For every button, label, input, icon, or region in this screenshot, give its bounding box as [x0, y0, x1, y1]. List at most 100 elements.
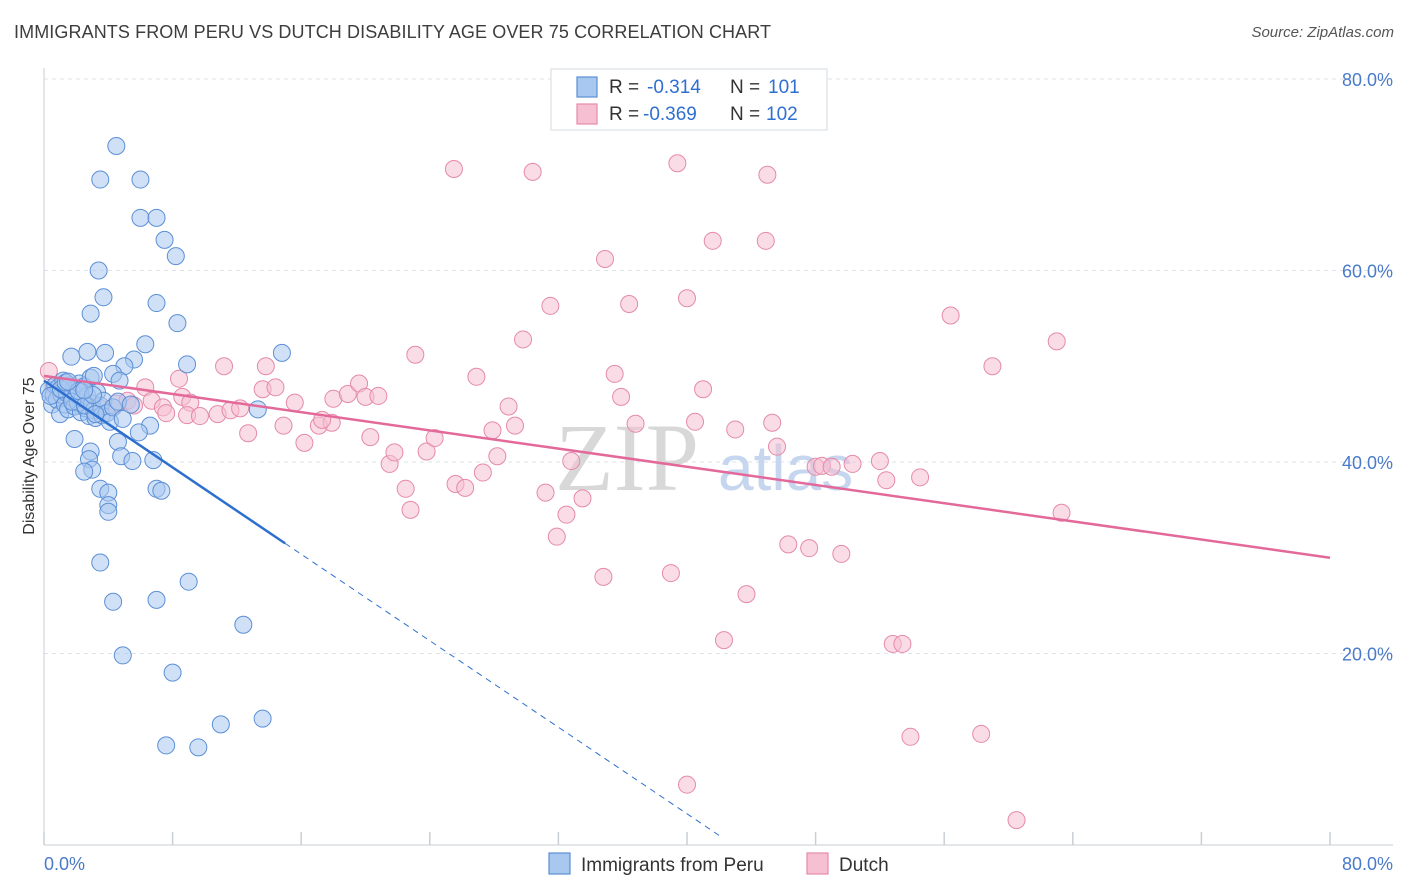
dutch-point [596, 250, 615, 269]
legend-r-value-peru: -0.314 [647, 77, 701, 98]
bottom-legend-label-peru: Immigrants from Peru [581, 855, 764, 876]
y-tick-label: 40.0% [1342, 453, 1393, 473]
chart-source: Source: ZipAtlas.com [1251, 24, 1394, 41]
peru-point [113, 646, 132, 665]
peru-point [147, 208, 166, 227]
dutch-point [678, 775, 696, 794]
peru-point [129, 423, 148, 442]
peru-point [96, 343, 115, 362]
dutch-point [911, 468, 930, 487]
y-tick-label: 60.0% [1342, 262, 1393, 282]
dutch-point [972, 724, 991, 743]
dutch-point [768, 437, 787, 456]
dutch-point [396, 479, 415, 498]
dutch-point [488, 447, 507, 466]
dutch-point [473, 463, 492, 482]
y-tick-label: 80.0% [1342, 70, 1393, 90]
dutch-point [157, 404, 176, 423]
y-tick-label: 20.0% [1342, 645, 1393, 665]
dutch-point [870, 452, 889, 471]
dutch-point [668, 154, 687, 173]
peru-point [75, 381, 94, 400]
peru-point [131, 208, 150, 227]
dutch-point [338, 385, 357, 404]
legend-n-label-dutch: N = [730, 104, 760, 125]
peru-point [99, 502, 118, 521]
bottom-legend-swatch-dutch [806, 852, 829, 875]
dutch-point [661, 564, 680, 583]
peru-point [113, 409, 132, 428]
bottom-legend-swatch-peru [548, 852, 571, 875]
dutch-point [295, 433, 314, 452]
peru-point [168, 314, 187, 333]
dutch-point [800, 539, 819, 558]
peru-point [155, 230, 174, 249]
dutch-point [266, 378, 285, 397]
dutch-point [1007, 811, 1026, 830]
y-axis-title: Disability Age Over 75 [21, 377, 38, 535]
peru-points [39, 137, 291, 757]
dutch-point [562, 452, 581, 471]
dutch-point [285, 393, 304, 412]
peru-point [107, 137, 126, 156]
dutch-point [832, 544, 851, 563]
trend-lines [43, 374, 1331, 836]
dutch-point [737, 585, 756, 604]
peru-point [104, 592, 123, 611]
dutch-point [406, 345, 425, 364]
dutch-point [190, 407, 209, 426]
dutch-point [901, 727, 920, 746]
peru-point [272, 343, 291, 362]
peru-point [65, 430, 84, 449]
gridlines [44, 78, 1393, 654]
watermark: ZIP atlas [555, 404, 853, 511]
peru-point [147, 294, 166, 313]
peru-point [248, 400, 267, 419]
dutch-point [626, 414, 645, 433]
peru-point [179, 572, 198, 591]
dutch-point [612, 387, 631, 406]
dutch-point [983, 357, 1002, 376]
dutch-point [557, 505, 576, 524]
axes [43, 68, 1393, 846]
dutch-point [483, 421, 502, 440]
dutch-point [425, 429, 444, 448]
x-tick-label-max: 80.0% [1342, 854, 1393, 874]
dutch-point [1052, 503, 1071, 522]
peru-trend-extension [284, 542, 720, 836]
dutch-point [726, 420, 745, 439]
legend-r-label-peru: R = [609, 77, 639, 98]
dutch-point [467, 367, 486, 386]
dutch-point [703, 231, 722, 250]
legend-swatch-peru [576, 76, 598, 98]
peru-point [234, 615, 253, 634]
dutch-point [686, 412, 705, 431]
peru-point [84, 366, 103, 385]
peru-point [81, 304, 100, 323]
dutch-point [274, 416, 293, 435]
dutch-point [523, 162, 542, 181]
peru-point [253, 709, 272, 728]
peru-point [123, 452, 142, 471]
dutch-point [505, 416, 524, 435]
legend-swatch-dutch [576, 103, 598, 125]
dutch-point [678, 289, 696, 308]
peru-point [147, 590, 166, 609]
dutch-trend-line [43, 374, 1331, 559]
legend-r-value-dutch: -0.369 [643, 104, 697, 125]
peru-point [166, 247, 185, 266]
dutch-point [573, 489, 592, 508]
dutch-point [239, 424, 258, 443]
x-tick-label-min: 0.0% [44, 854, 85, 874]
peru-point [189, 738, 208, 757]
peru-point [78, 342, 97, 361]
peru-point [131, 170, 150, 189]
dutch-point [456, 478, 475, 497]
legend: R = -0.314 N = 101 R = -0.369 N = 102 [550, 68, 828, 131]
peru-point [59, 372, 78, 391]
legend-n-label-peru: N = [730, 77, 760, 98]
peru-point [157, 736, 176, 755]
x-ticks [43, 832, 1331, 845]
legend-n-value-peru: 101 [768, 77, 800, 98]
dutch-point [401, 500, 420, 519]
